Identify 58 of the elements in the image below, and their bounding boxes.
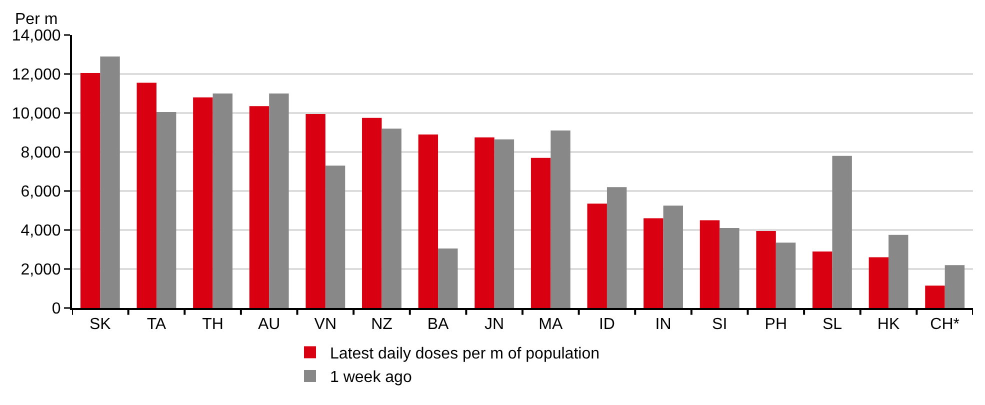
- x-tick-label: HK: [877, 316, 900, 334]
- bar: [269, 94, 289, 308]
- bar: [944, 265, 965, 308]
- bar: [812, 251, 832, 308]
- x-tick-label: VN: [314, 316, 337, 334]
- x-tick-label: SL: [822, 316, 842, 334]
- x-tick-label: PH: [764, 316, 788, 334]
- x-tick-label: NZ: [371, 316, 393, 334]
- bar: [474, 137, 494, 308]
- y-tick-label: 10,000: [12, 106, 61, 123]
- bar: [868, 257, 889, 308]
- bar: [193, 97, 213, 308]
- bar: [587, 204, 607, 308]
- x-tick-label: MA: [538, 316, 563, 334]
- bar: [720, 228, 740, 308]
- y-tick-label: 14,000: [12, 28, 61, 45]
- y-tick-label: 6,000: [20, 184, 61, 201]
- y-tick-label: 4,000: [20, 222, 61, 240]
- bar: [362, 118, 382, 308]
- bar: [700, 220, 720, 308]
- bar: [494, 139, 514, 308]
- bar: [550, 130, 570, 308]
- bar: [530, 158, 551, 308]
- y-axis-title: Per m: [15, 11, 58, 28]
- bar: [776, 242, 796, 308]
- x-tick-label: ID: [598, 316, 615, 334]
- x-tick-label: JN: [484, 316, 504, 334]
- y-tick-label: 8,000: [20, 144, 61, 162]
- bar: [644, 218, 664, 308]
- x-tick-label: AU: [258, 316, 280, 334]
- y-tick-label: 0: [52, 300, 61, 318]
- bar: [925, 286, 945, 308]
- x-tick-label: IN: [655, 316, 672, 334]
- y-tick-label: 12,000: [12, 66, 61, 84]
- x-tick-label: SK: [89, 316, 112, 334]
- bar: [80, 73, 100, 308]
- x-tick-label: CH*: [930, 316, 960, 334]
- bar: [325, 166, 346, 308]
- bar: [418, 134, 438, 308]
- bar: [212, 94, 232, 308]
- x-tick-label: TA: [146, 316, 166, 334]
- bar: [832, 156, 852, 308]
- bar: [606, 187, 627, 308]
- bar: [888, 234, 908, 308]
- x-tick-label: BA: [427, 316, 450, 334]
- bar: [382, 128, 402, 308]
- bar: [100, 56, 120, 308]
- bar: [663, 206, 683, 308]
- bar: [306, 114, 326, 308]
- bar: [756, 230, 776, 308]
- bar: [136, 82, 156, 308]
- x-tick-label: TH: [202, 316, 224, 334]
- x-tick-label: SI: [712, 316, 728, 334]
- bar: [249, 106, 270, 308]
- y-tick-label: 2,000: [20, 262, 61, 279]
- legend-label: Latest daily doses per m of population: [330, 345, 600, 362]
- bar: [156, 112, 176, 308]
- bar: [438, 248, 458, 308]
